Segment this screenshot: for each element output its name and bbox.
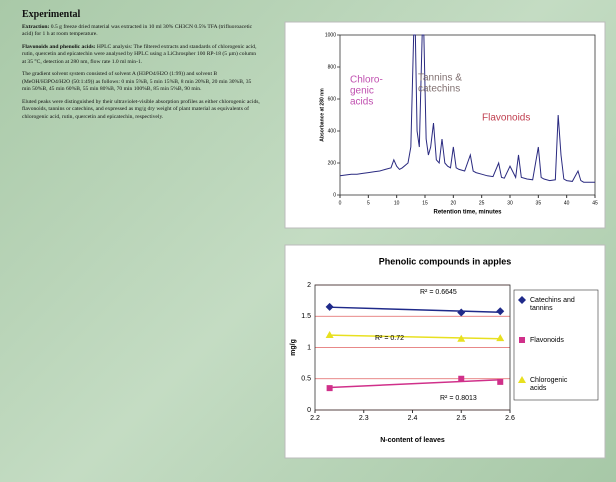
y-tick-label: 200 xyxy=(328,160,337,166)
legend xyxy=(513,289,599,401)
y-tick-label: 800 xyxy=(328,64,337,70)
heading: Experimental xyxy=(22,9,81,20)
annotation: genic xyxy=(350,86,374,97)
annotation: R² = 0.8013 xyxy=(440,395,477,402)
x-tick-label: 2.2 xyxy=(310,415,320,422)
point xyxy=(325,302,334,311)
x-tick-label: 15 xyxy=(422,200,428,206)
plot-frame xyxy=(339,34,596,196)
y-tick-label: 0.5 xyxy=(301,376,311,383)
x-tick-label: 0 xyxy=(339,200,342,206)
x-tick-label: 40 xyxy=(564,200,570,206)
x-tick-label: 2.5 xyxy=(456,415,466,422)
paragraph: Eluted peaks were distinguished by their… xyxy=(22,99,260,122)
point xyxy=(497,378,504,385)
lead: Extraction: xyxy=(22,23,50,30)
body: 0.5 g freeze dried material was extracte… xyxy=(22,23,253,38)
point xyxy=(457,308,466,317)
x-tick-label: 30 xyxy=(507,200,513,206)
y-tick-label: 1000 xyxy=(325,32,336,38)
plot-frame xyxy=(314,284,511,411)
annotation: R² = 0.72 xyxy=(375,335,404,342)
x-axis-label: Retention time, minutes xyxy=(433,210,502,216)
y-axis-label: mg/g xyxy=(290,339,297,356)
point xyxy=(496,307,505,316)
point xyxy=(496,334,505,342)
body: Eluted peaks were distinguished by their… xyxy=(22,98,260,120)
legend-label: Flavonoids xyxy=(530,337,564,344)
x-tick-label: 45 xyxy=(592,200,598,206)
legend-text: Flavonoids xyxy=(530,337,564,344)
point xyxy=(325,331,334,338)
x-tick-label: 2.4 xyxy=(408,415,418,422)
body: The gradient solvent system consisted of… xyxy=(22,71,252,93)
x-tick-label: 25 xyxy=(479,200,485,206)
y-tick-label: 1 xyxy=(307,344,311,351)
y-tick-label: 600 xyxy=(328,96,337,102)
trend-line xyxy=(329,334,501,340)
paragraph: Flavonoids and phenolic acids: HPLC anal… xyxy=(22,44,260,67)
legend-text: tannins xyxy=(530,305,553,312)
x-tick-label: 2.3 xyxy=(359,415,369,422)
x-tick-label: 10 xyxy=(394,200,400,206)
annotation: acids xyxy=(350,97,373,108)
legend-label: Chlorogenic acids xyxy=(530,377,568,392)
point xyxy=(518,296,526,304)
panel xyxy=(284,21,606,229)
x-tick-label: 2.6 xyxy=(505,415,515,422)
x-tick-label: 35 xyxy=(536,200,542,206)
legend-text: Catechins and xyxy=(530,297,575,304)
x-axis-label: N-content of leaves xyxy=(380,437,445,444)
trace xyxy=(339,34,595,183)
legend-label: Catechins and tannins xyxy=(530,297,575,312)
chart-title: Phenolic compounds in apples xyxy=(379,256,512,266)
y-tick-label: 1.5 xyxy=(301,313,311,320)
x-tick-label: 20 xyxy=(451,200,457,206)
annotation: catechins xyxy=(418,84,460,95)
legend-text: acids xyxy=(530,385,547,392)
y-tick-label: 2 xyxy=(307,282,311,289)
trend-line xyxy=(329,306,501,314)
point xyxy=(326,385,333,392)
point xyxy=(458,375,465,382)
annotation: R² = 0.6645 xyxy=(420,289,457,296)
paragraph: Extraction: 0.5 g freeze dried material … xyxy=(22,24,260,39)
text-column: Experimental Extraction: 0.5 g freeze dri… xyxy=(22,8,260,127)
panel xyxy=(284,244,606,459)
point xyxy=(518,376,526,383)
annotation: Chloro- xyxy=(350,75,383,86)
body: HPLC analysis: The filtered extracts and… xyxy=(22,43,257,65)
y-tick-label: 0 xyxy=(333,192,336,198)
trend-line xyxy=(329,378,501,389)
annotation: Flavonoids xyxy=(482,113,530,124)
lead: Flavonoids and phenolic acids: xyxy=(22,43,96,50)
y-tick-label: 400 xyxy=(328,128,337,134)
annotation: Tannins & xyxy=(418,73,462,84)
point xyxy=(519,337,525,343)
legend-text: Chlorogenic xyxy=(530,377,568,384)
point xyxy=(457,334,466,342)
x-tick-label: 5 xyxy=(367,200,370,206)
y-axis-label: Absorbance at 280 nm xyxy=(319,88,325,142)
paragraph: The gradient solvent system consisted of… xyxy=(22,71,260,94)
y-tick-label: 0 xyxy=(307,407,311,414)
